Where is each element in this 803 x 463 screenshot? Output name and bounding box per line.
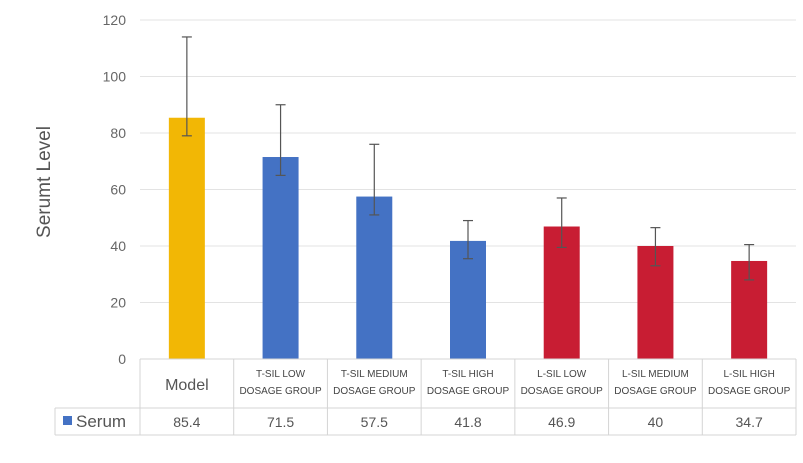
y-tick-label: 60 (110, 182, 126, 198)
bar (450, 240, 486, 359)
data-table-value: 34.7 (736, 414, 763, 430)
category-label: T-SIL HIGH (442, 369, 493, 380)
bar (356, 196, 393, 359)
category-label: L-SIL HIGH (723, 369, 774, 380)
category-label: DOSAGE GROUP (427, 386, 510, 397)
category-label: DOSAGE GROUP (521, 386, 604, 397)
y-axis-title: Serumt Level (34, 126, 55, 238)
data-table-value: 41.8 (454, 414, 481, 430)
bar (543, 226, 580, 359)
y-tick-label: 100 (103, 69, 127, 85)
legend-swatch (63, 416, 72, 425)
y-tick-label: 80 (110, 125, 126, 141)
data-table-value: 40 (648, 414, 664, 430)
data-table-value: 71.5 (267, 414, 294, 430)
category-label: DOSAGE GROUP (333, 386, 416, 397)
category-label: DOSAGE GROUP (708, 386, 791, 397)
category-label: DOSAGE GROUP (239, 386, 322, 397)
bars (168, 117, 768, 360)
data-table-value: 46.9 (548, 414, 575, 430)
category-label: T-SIL LOW (256, 369, 306, 380)
data-table-value: 85.4 (173, 414, 200, 430)
data-table: Model 85.4 T-SIL LOW DOSAGE GROUP 71.5 T-SIL … (54, 358, 797, 436)
category-label: Model (165, 377, 209, 394)
data-table-value: 57.5 (361, 414, 388, 430)
y-tick-label: 120 (103, 12, 127, 28)
error-bars (181, 36, 755, 281)
category-label: L-SIL MEDIUM (622, 369, 689, 380)
category-label: T-SIL MEDIUM (341, 369, 408, 380)
y-tick-label: 40 (110, 238, 126, 254)
y-axis-ticks: 0 20 40 60 80 100 120 (103, 12, 127, 367)
legend-label: Serum (76, 412, 126, 431)
y-tick-label: 0 (118, 351, 126, 367)
category-label: DOSAGE GROUP (614, 386, 697, 397)
bar (262, 157, 299, 359)
bar (168, 117, 205, 360)
category-label: L-SIL LOW (537, 369, 587, 380)
y-tick-label: 20 (110, 295, 126, 311)
